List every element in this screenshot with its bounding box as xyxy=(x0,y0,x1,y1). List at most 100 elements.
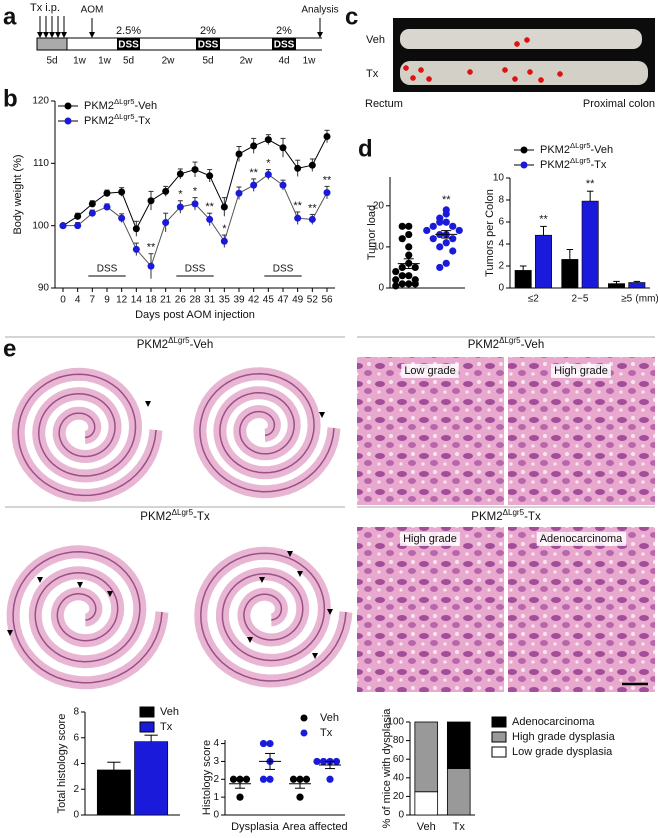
photo-left-label: Rectum xyxy=(365,98,403,110)
tumor-star xyxy=(410,75,416,81)
period-label: DSS xyxy=(273,264,294,275)
arrow-head xyxy=(43,32,49,38)
section-title: PKM2ΔLgr5-Tx xyxy=(140,508,210,523)
point xyxy=(103,189,111,197)
y-tick-label: 40 xyxy=(393,772,405,783)
dss-label: DSS xyxy=(274,40,295,51)
micrograph-label: High grade xyxy=(554,365,608,377)
significance: ** xyxy=(293,200,302,212)
lesion-marker xyxy=(327,609,333,615)
y-axis-title: Tumor load xyxy=(366,205,378,260)
point xyxy=(264,136,272,144)
y-tick-label: 3 xyxy=(213,756,219,767)
point xyxy=(442,210,450,218)
point xyxy=(279,181,287,189)
y-tick-label: 0 xyxy=(498,283,504,294)
swiss-roll-edge xyxy=(12,551,163,684)
point xyxy=(392,276,400,284)
lesion-marker xyxy=(287,551,293,557)
point xyxy=(449,222,457,230)
lesion-marker xyxy=(247,637,253,643)
bar-segment xyxy=(414,791,439,816)
panel-label: e xyxy=(3,335,16,362)
arrow-head xyxy=(61,32,67,38)
panel-label: c xyxy=(345,3,358,30)
point xyxy=(191,200,199,208)
point xyxy=(206,215,214,223)
point xyxy=(392,282,400,290)
dss-label: DSS xyxy=(198,40,219,51)
point xyxy=(259,739,268,748)
x-tick-label: 26 xyxy=(175,295,187,306)
x-tick-label: 2−5 xyxy=(572,294,589,305)
aom-label: AOM xyxy=(81,5,104,16)
point xyxy=(294,214,302,222)
point xyxy=(319,757,328,766)
y-tick-label: 2 xyxy=(498,261,504,272)
tumor-star xyxy=(502,67,508,73)
y-tick-label: 60 xyxy=(393,754,405,765)
point xyxy=(398,280,406,288)
legend-swatch xyxy=(491,746,507,758)
point xyxy=(289,775,298,783)
legend-label: Veh xyxy=(320,712,339,724)
micrograph xyxy=(357,527,504,692)
y-tick-label: 2 xyxy=(73,784,79,795)
point xyxy=(235,189,243,197)
swiss-roll-edge xyxy=(199,373,335,493)
x-tick-label: 39 xyxy=(233,295,245,306)
x-tick-label: 45 xyxy=(263,295,275,306)
y-axis-title: Total histology score xyxy=(56,714,68,814)
tumor-star xyxy=(418,67,424,73)
duration-label: 5d xyxy=(123,56,134,67)
bar xyxy=(608,283,625,289)
x-tick-label: Dysplasia xyxy=(231,821,280,833)
point xyxy=(266,739,274,748)
lesion-marker xyxy=(7,630,13,636)
point xyxy=(411,263,419,272)
x-tick-label: ≥5 xyxy=(621,294,632,305)
point xyxy=(398,235,406,243)
tumor-star xyxy=(514,41,520,47)
point xyxy=(191,166,199,174)
legend-label: Low grade dysplasia xyxy=(512,746,613,758)
point xyxy=(313,757,321,766)
y-tick-label: 4 xyxy=(213,738,219,749)
legend-label: Adenocarcinoma xyxy=(512,716,595,728)
y-tick-label: 10 xyxy=(373,242,385,253)
duration-label: 2w xyxy=(240,56,254,67)
point xyxy=(279,144,287,152)
legend-marker xyxy=(300,729,308,737)
point xyxy=(308,215,316,223)
point xyxy=(398,263,406,272)
x-tick-label: 4 xyxy=(75,295,81,306)
tumor-star xyxy=(527,69,533,75)
y-tick-label: 6 xyxy=(73,732,79,743)
panel-label: b xyxy=(3,85,18,112)
significance: * xyxy=(178,189,183,201)
legend-label: Tx xyxy=(320,727,333,739)
point xyxy=(302,775,311,783)
legend-label: PKM2ΔLgr5-Tx xyxy=(84,112,151,127)
point xyxy=(429,235,437,243)
legend-label: Tx xyxy=(160,721,173,733)
significance: ** xyxy=(442,194,451,206)
point xyxy=(176,203,184,211)
bar xyxy=(96,769,131,816)
tx-label: Tx i.p. xyxy=(30,2,60,14)
point xyxy=(423,226,431,235)
x-tick-label: 21 xyxy=(160,295,172,306)
dss-block xyxy=(272,38,296,50)
legend-marker xyxy=(64,117,72,125)
row-label: Veh xyxy=(366,34,385,46)
point xyxy=(162,187,170,195)
significance: ** xyxy=(586,178,595,190)
duration-label: 1w xyxy=(98,56,112,67)
bar xyxy=(535,234,552,289)
bar xyxy=(561,259,579,289)
duration-label: 5d xyxy=(46,56,57,67)
colon-tx xyxy=(400,61,648,85)
y-tick-label: 1 xyxy=(213,792,219,803)
point xyxy=(147,262,155,270)
